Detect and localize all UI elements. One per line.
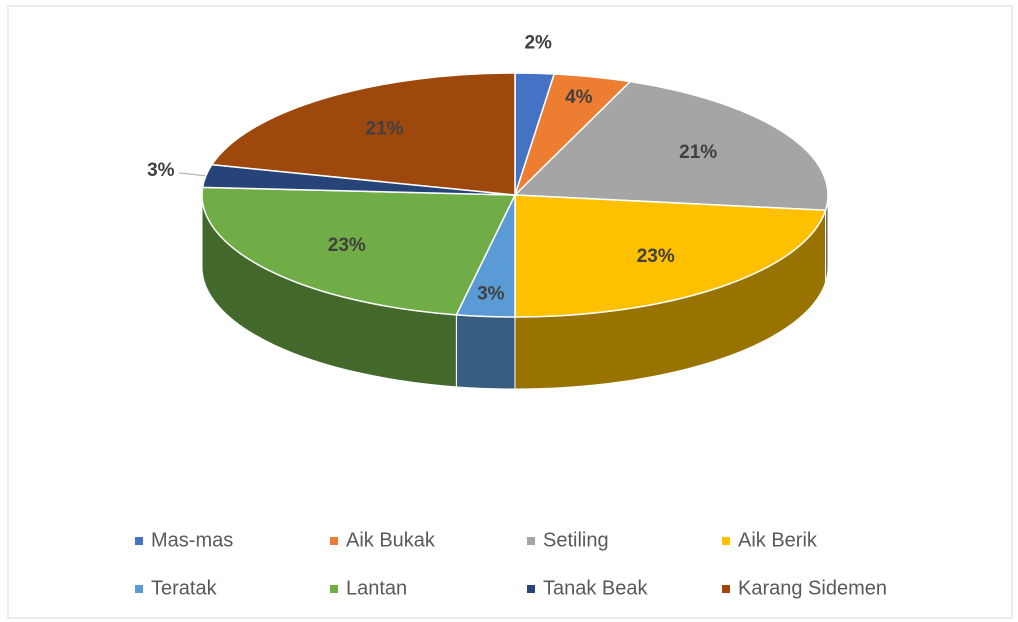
legend-marker xyxy=(330,537,338,545)
legend-marker xyxy=(722,537,730,545)
legend-marker xyxy=(330,585,338,593)
data-label: 4% xyxy=(565,87,593,108)
leader-line xyxy=(178,172,206,177)
data-label: 23% xyxy=(637,246,675,267)
legend-label: Lantan xyxy=(346,577,407,599)
legend-label: Teratak xyxy=(151,577,218,599)
legend-label: Mas-mas xyxy=(151,529,233,551)
legend-marker xyxy=(135,585,143,593)
data-label: 21% xyxy=(366,118,404,139)
legend-label: Karang Sidemen xyxy=(738,577,887,599)
legend-marker xyxy=(722,585,730,593)
slice xyxy=(210,72,516,196)
legend-marker xyxy=(527,537,535,545)
slice xyxy=(513,80,829,212)
data-label: 3% xyxy=(147,160,175,181)
legend-label: Setiling xyxy=(543,529,609,551)
slice-side xyxy=(455,314,516,390)
legend-marker xyxy=(527,585,535,593)
legend-label: Tanak Beak xyxy=(543,577,649,599)
data-label: 21% xyxy=(679,142,717,163)
legend-label: Aik Berik xyxy=(738,529,818,551)
slice xyxy=(201,186,517,316)
legend-label: Aik Bukak xyxy=(346,529,436,551)
slice xyxy=(514,194,827,318)
data-label: 23% xyxy=(328,235,366,256)
data-label: 2% xyxy=(524,32,552,53)
legend-marker xyxy=(135,537,143,545)
data-label: 3% xyxy=(477,284,505,305)
